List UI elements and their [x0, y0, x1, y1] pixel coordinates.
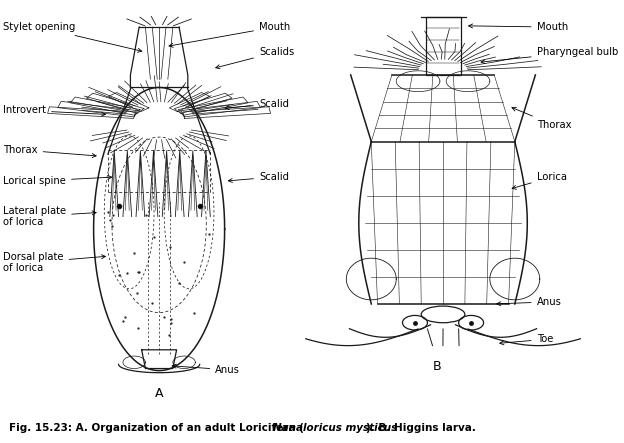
Text: B: B	[432, 360, 441, 373]
Text: Lateral plate
of lorica: Lateral plate of lorica	[3, 206, 96, 227]
Text: Anus: Anus	[172, 364, 240, 375]
Text: Lorical spine: Lorical spine	[3, 175, 112, 186]
Text: Dorsal plate
of lorica: Dorsal plate of lorica	[3, 252, 105, 273]
Text: Anus: Anus	[497, 297, 562, 307]
Text: Scalids: Scalids	[216, 47, 294, 69]
Text: Introvert: Introvert	[3, 105, 105, 116]
Text: Scalid: Scalid	[228, 172, 289, 183]
Text: Stylet opening: Stylet opening	[3, 22, 142, 52]
Text: Pharyngeal bulb: Pharyngeal bulb	[481, 47, 618, 64]
Text: Mouth: Mouth	[169, 22, 290, 47]
Bar	[426, 17, 461, 75]
Text: Thorax: Thorax	[512, 107, 571, 130]
Text: Scalid: Scalid	[225, 99, 289, 110]
Text: Mouth: Mouth	[469, 22, 568, 32]
Text: Nanaloricus mysticus: Nanaloricus mysticus	[273, 423, 397, 433]
Text: Fig. 15.23: A. Organization of an adult Loricifera (: Fig. 15.23: A. Organization of an adult …	[9, 423, 305, 433]
Text: ). B. Higgins larva.: ). B. Higgins larva.	[366, 423, 475, 433]
Text: Lorica: Lorica	[512, 172, 567, 189]
Text: Thorax: Thorax	[3, 145, 96, 158]
Text: A: A	[155, 387, 163, 400]
Text: Toe: Toe	[500, 334, 553, 345]
